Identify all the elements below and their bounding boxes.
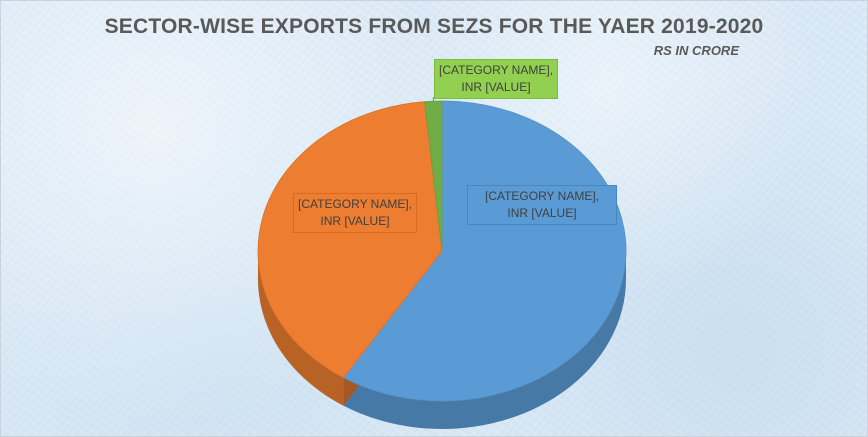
pie-slice-1 — [342, 100, 627, 402]
data-label-value: INR [VALUE] — [507, 206, 577, 220]
data-label-slice-2: [CATEGORY NAME], INR [VALUE] — [293, 193, 417, 233]
chart-subtitle: RS IN CRORE — [653, 43, 739, 58]
data-label-category: [CATEGORY NAME], — [439, 63, 554, 77]
data-label-category: [CATEGORY NAME], — [484, 189, 600, 203]
pie-slice-side-1 — [343, 251, 626, 429]
pie-slice-side-2 — [258, 251, 344, 406]
data-label-category: [CATEGORY NAME], — [298, 197, 413, 211]
data-label-slice-3: [CATEGORY NAME], INR [VALUE] — [434, 59, 558, 99]
pie-slice-2 — [257, 101, 443, 379]
data-label-slice-1: [CATEGORY NAME], INR [VALUE] — [467, 185, 617, 225]
chart-title: SECTOR-WISE EXPORTS FROM SEZS FOR THE YA… — [104, 15, 764, 38]
data-label-value: INR [VALUE] — [461, 80, 531, 94]
data-label-value: INR [VALUE] — [320, 214, 390, 228]
